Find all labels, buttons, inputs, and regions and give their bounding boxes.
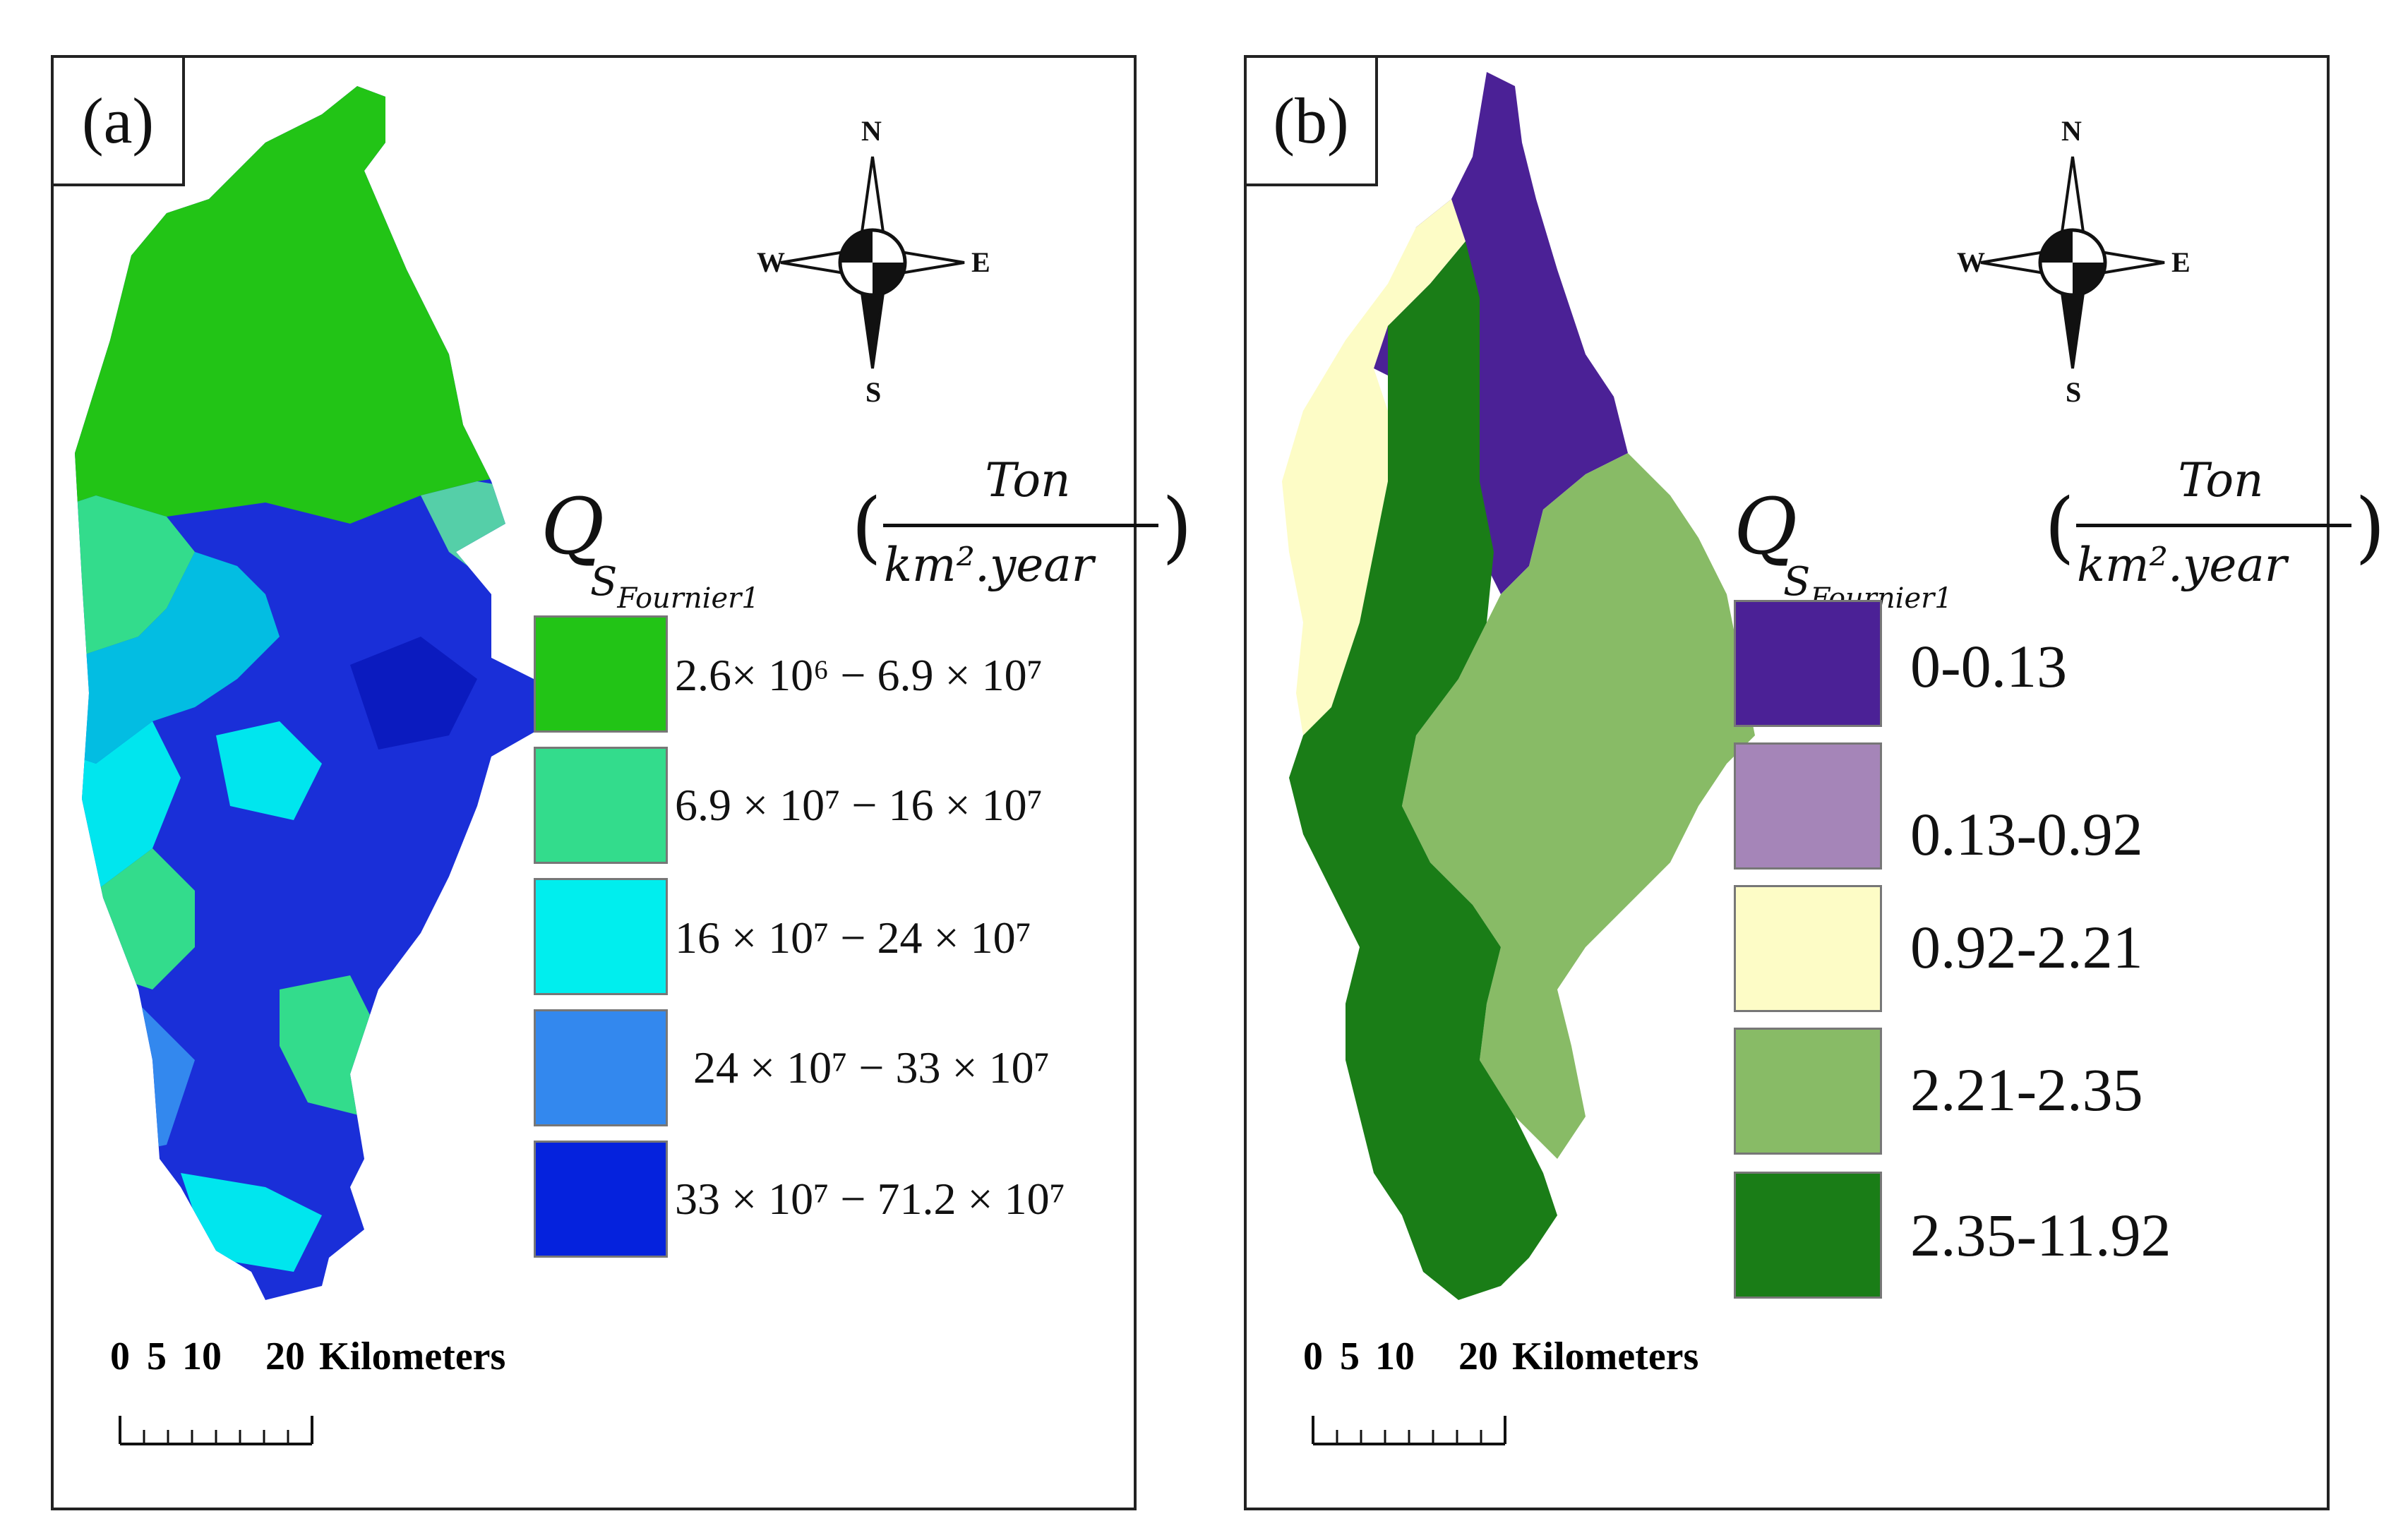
map-b-canvas	[1282, 72, 1755, 1300]
legend-subscript: SFournier1	[1783, 559, 1953, 615]
scale-tick-10: 10	[182, 1335, 222, 1378]
legend-symbol: Q	[541, 481, 605, 572]
map-panel-b: (b) N S W E Q SFournier1 ( Ton km².year …	[1244, 55, 2385, 1510]
scale-ruler	[119, 1416, 313, 1445]
panel-label: (b)	[1247, 58, 1378, 186]
region-purple	[1374, 72, 1628, 594]
legend-swatch-4	[534, 1009, 668, 1126]
legend-swatch-5	[1734, 1172, 1882, 1299]
compass-icon	[780, 156, 965, 369]
compass-icon	[1980, 156, 2165, 369]
legend-label-3: 16 × 10⁷ − 24 × 10⁷	[675, 913, 1031, 963]
scale-bar: 0 5 10 20 Kilometers	[110, 1334, 604, 1461]
compass-rose: N S W E	[1957, 115, 2191, 408]
legend-swatch-2	[534, 747, 668, 864]
scale-bar: 0 5 10 20 Kilometers	[1303, 1334, 1797, 1461]
legend-denominator: km².year	[2077, 538, 2287, 592]
scale-tick-5: 5	[147, 1335, 167, 1378]
legend-subscript-main: S	[1783, 559, 1811, 605]
legend-numerator: Ton	[985, 453, 1071, 507]
scale-tick-20: 20	[265, 1335, 305, 1378]
legend-denominator: km².year	[884, 538, 1094, 592]
scale-units: Kilometers	[319, 1335, 506, 1378]
region-light-green	[1402, 453, 1755, 1159]
region-cream	[1282, 199, 1466, 735]
legend-fraction-bar	[883, 524, 1158, 527]
scale-tick-20: 20	[1458, 1335, 1498, 1378]
legend-swatch-4	[1734, 1028, 1882, 1155]
legend-paren-open: (	[2044, 481, 2075, 572]
scale-units: Kilometers	[1512, 1335, 1699, 1378]
legend-label-1: 0-0.13	[1910, 632, 2068, 700]
compass-n: N	[2061, 115, 2082, 147]
legend-swatch-1	[534, 615, 668, 733]
compass-rose: N S W E	[757, 115, 990, 408]
legend-fraction-bar	[2076, 524, 2351, 527]
legend-swatch-5	[534, 1141, 668, 1258]
legend-subscript-main: S	[590, 559, 618, 605]
panel-label: (a)	[54, 58, 185, 186]
region-dark-green	[1289, 241, 1557, 1300]
scale-tick-10: 10	[1375, 1335, 1415, 1378]
legend-subscript-rest: Fournier	[617, 582, 742, 615]
compass-e: E	[971, 246, 990, 278]
legend-label-1: 2.6× 10⁶ − 6.9 × 10⁷	[675, 650, 1043, 700]
scale-tick-0: 0	[110, 1335, 130, 1378]
legend-label-2: 0.13-0.92	[1910, 800, 2143, 868]
scale-tick-0: 0	[1303, 1335, 1323, 1378]
legend-swatch-2	[1734, 742, 1882, 870]
legend-numerator: Ton	[2178, 453, 2264, 507]
legend-paren-open: (	[851, 481, 882, 572]
legend-swatch-1	[1734, 600, 1882, 727]
legend-label-3: 0.92-2.21	[1910, 913, 2143, 981]
legend-symbol: Q	[1734, 481, 1798, 572]
legend-label-5: 2.35-11.92	[1910, 1201, 2171, 1269]
scale-ruler	[1312, 1416, 1506, 1445]
map-a-canvas	[75, 86, 541, 1300]
legend-paren-close: )	[2355, 481, 2385, 572]
legend-label-4: 2.21-2.35	[1910, 1056, 2143, 1124]
scale-tick-5: 5	[1340, 1335, 1360, 1378]
legend-label-4: 24 × 10⁷ − 33 × 10⁷	[693, 1042, 1050, 1093]
legend-paren-close: )	[1162, 481, 1192, 572]
compass-n: N	[861, 115, 882, 147]
legend-subscript: SFournier1	[590, 559, 760, 615]
compass-w: W	[757, 246, 785, 278]
legend-swatch-3	[1734, 885, 1882, 1012]
map-panel-a: (a) N S W E Q SFournier1 ( Ton km².year …	[51, 55, 1192, 1510]
legend-swatch-3	[534, 878, 668, 995]
compass-e: E	[2171, 246, 2191, 278]
legend-subscript-index: 1	[741, 582, 760, 615]
compass-s: S	[2066, 376, 2082, 408]
legend-subscript-index: 1	[1934, 582, 1953, 615]
compass-s: S	[865, 376, 882, 408]
compass-w: W	[1957, 246, 1985, 278]
legend-label-5: 33 × 10⁷ − 71.2 × 10⁷	[675, 1174, 1065, 1224]
legend-label-2: 6.9 × 10⁷ − 16 × 10⁷	[675, 780, 1043, 830]
